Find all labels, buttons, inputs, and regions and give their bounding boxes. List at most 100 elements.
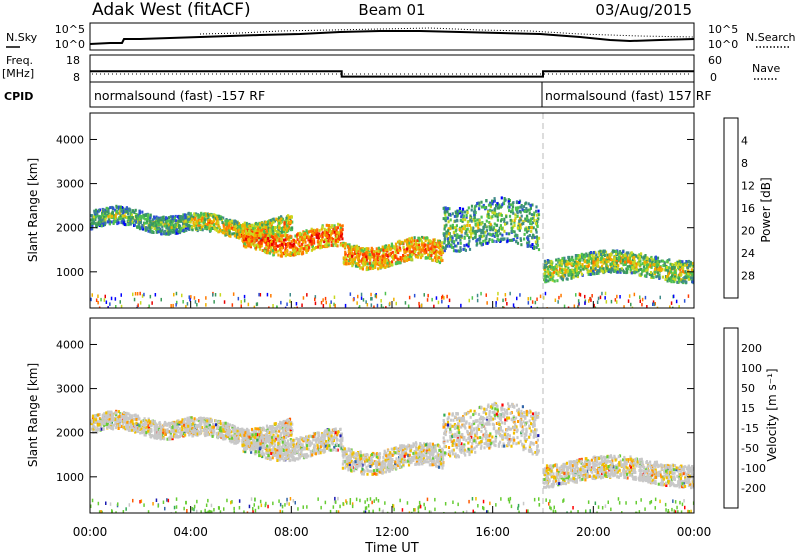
echo-cell [528, 208, 531, 212]
echo-cell [461, 207, 465, 211]
echo-cell [639, 267, 642, 271]
echo-cell [482, 231, 485, 235]
echo-cell [308, 246, 311, 250]
echo-cell [136, 429, 140, 433]
clutter-cell [616, 300, 618, 304]
echo-cell [305, 250, 308, 254]
echo-cell [135, 214, 138, 218]
echo-cell [637, 254, 640, 258]
echo-cell [468, 239, 471, 243]
echo-cell [305, 246, 308, 249]
echo-cell [264, 233, 267, 237]
echo-cell [671, 271, 674, 275]
echo-cell [284, 233, 287, 237]
echo-cell [137, 214, 140, 218]
echo-cell [485, 225, 488, 229]
echo-cell [441, 258, 444, 262]
echo-cell [622, 263, 625, 267]
echo-cell [280, 250, 283, 254]
echo-cell [153, 421, 156, 425]
clutter-cell [188, 295, 190, 299]
echo-cell [158, 220, 161, 224]
echo-cell [630, 271, 633, 275]
echo-cell [533, 218, 536, 222]
clutter-cell [644, 295, 647, 300]
clutter-cell [366, 303, 369, 307]
clutter-cell [322, 298, 324, 302]
echo-cell [190, 416, 193, 420]
echo-cell [178, 420, 181, 424]
echo-cell [110, 212, 113, 216]
echo-cell [144, 228, 147, 232]
echo-cell [173, 426, 176, 430]
echo-cell [474, 229, 477, 233]
echo-cell [315, 235, 318, 239]
echo-cell [407, 258, 410, 261]
echo-cell [575, 272, 578, 276]
echo-cell [483, 205, 486, 209]
echo-cell [565, 263, 568, 266]
echo-cell [295, 250, 298, 254]
echo-cell [103, 215, 106, 219]
echo-cell [162, 232, 165, 236]
echo-cell [178, 223, 181, 227]
echo-cell [280, 252, 283, 256]
echo-cell [323, 240, 326, 244]
echo-cell [382, 252, 385, 256]
echo-cell [379, 265, 382, 269]
echo-cell [365, 268, 368, 272]
echo-cell [218, 225, 221, 229]
echo-cell [301, 252, 304, 256]
echo-cell [356, 264, 359, 268]
echo-cell [520, 243, 523, 247]
echo-cell [499, 232, 502, 236]
echo-cell [611, 249, 614, 253]
echo-cell [267, 226, 270, 230]
clutter-cell [344, 303, 347, 308]
clutter-cell [529, 296, 532, 301]
echo-cell [230, 219, 234, 223]
echo-cell [267, 235, 270, 239]
echo-cell [635, 268, 638, 271]
echo-cell [467, 242, 470, 246]
echo-cell [658, 260, 661, 264]
echo-cell [688, 260, 691, 264]
echo-cell [491, 215, 494, 219]
echo-cell [143, 426, 146, 429]
echo-cell [444, 210, 447, 214]
echo-cell [133, 223, 136, 227]
echo-cell [370, 263, 373, 267]
echo-cell [99, 220, 102, 224]
echo-cell [238, 228, 241, 232]
clutter-cell [109, 302, 111, 306]
echo-cell [147, 217, 150, 221]
echo-cell [419, 246, 422, 250]
echo-cell [544, 265, 547, 269]
echo-cell [567, 266, 570, 270]
station-title: Adak West (fitACF) [92, 0, 251, 20]
echo-cell [102, 212, 105, 216]
echo-cell [321, 235, 324, 239]
echo-cell [442, 232, 445, 236]
echo-cell [478, 207, 481, 211]
echo-cell [242, 232, 245, 235]
echo-cell [496, 215, 499, 219]
echo-cell [446, 244, 449, 248]
freq-panel-frame [89, 54, 695, 83]
echo-cell [670, 265, 674, 269]
echo-cell [345, 260, 348, 264]
echo-cell [95, 215, 98, 219]
echo-cell [463, 244, 466, 248]
echo-cell [325, 245, 328, 249]
echo-cell [466, 234, 469, 237]
echo-cell [421, 235, 424, 239]
echo-cell [143, 431, 146, 435]
echo-cell [209, 227, 212, 231]
echo-cell [329, 233, 332, 237]
echo-cell [666, 260, 669, 264]
echo-cell [269, 228, 272, 232]
echo-cell [357, 263, 360, 266]
echo-cell [519, 223, 522, 227]
echo-cell [433, 251, 436, 255]
echo-cell [535, 235, 538, 239]
